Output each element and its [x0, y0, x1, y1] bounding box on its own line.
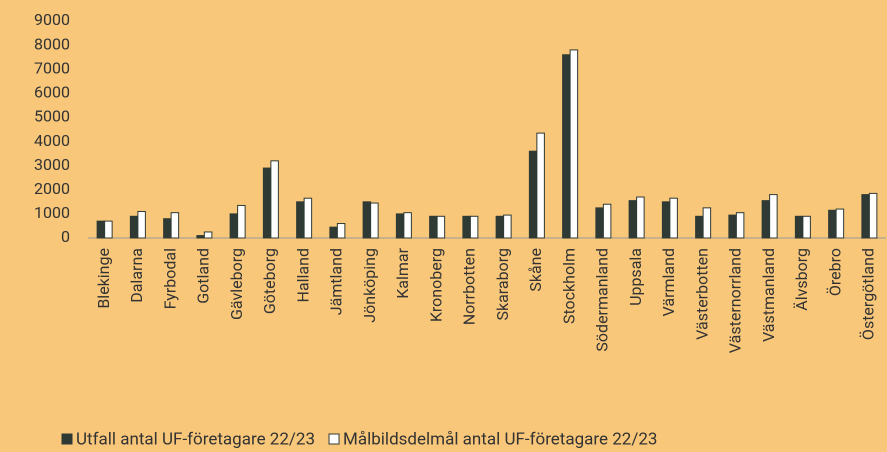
bar [403, 212, 412, 239]
x-tick-label: Halland [293, 248, 312, 302]
bar [761, 200, 771, 239]
x-tick-label: Örebro [825, 248, 844, 296]
bar [536, 132, 545, 239]
y-tick-label: 3000 [34, 155, 70, 174]
bar [137, 210, 146, 239]
legend-label: Målbildsdelmål antal UF-företagare 22/23 [343, 429, 657, 449]
x-tick-label: Östergötland [859, 248, 878, 340]
bar [336, 223, 346, 239]
legend-swatch [61, 433, 73, 445]
bar [562, 54, 571, 239]
bar [270, 160, 279, 239]
bar [528, 150, 538, 239]
bar [569, 49, 579, 239]
bar [262, 167, 272, 239]
y-tick-label: 4000 [34, 131, 70, 150]
x-tick-label: Göteborg [260, 248, 279, 314]
bar [728, 214, 737, 239]
legend-label: Utfall antal UF-företagare 22/23 [76, 429, 315, 449]
x-tick-label: Uppsala [626, 248, 645, 306]
x-tick-label: Kronoberg [426, 248, 445, 322]
bar [170, 212, 180, 239]
bar [695, 215, 704, 239]
y-tick-label: 5000 [34, 107, 70, 126]
bar [370, 202, 379, 239]
bar [104, 220, 113, 239]
bar [735, 212, 745, 239]
x-tick-label: Stockholm [559, 248, 578, 324]
bar [436, 215, 446, 239]
y-tick-label: 2000 [34, 179, 70, 198]
bar [229, 213, 239, 239]
bar [303, 197, 313, 239]
bar [661, 201, 671, 239]
bar [495, 215, 505, 239]
x-tick-label: Jämtland [327, 248, 346, 315]
x-tick-label: Skaraborg [493, 248, 512, 321]
x-tick-label: Kalmar [393, 247, 412, 298]
x-tick-label: Norrbotten [460, 248, 479, 325]
x-tick-label: Västernorrland [726, 248, 745, 353]
x-tick-label: Fyrbodal [160, 248, 179, 309]
y-tick-label: 9000 [34, 10, 70, 29]
x-tick-label: Västerbotten [692, 248, 711, 340]
bar [362, 201, 372, 239]
bar [669, 197, 678, 239]
bar [628, 200, 638, 239]
bar [129, 215, 139, 239]
x-tick-label: Skåne [526, 248, 545, 292]
bar [429, 215, 438, 239]
bar [636, 196, 645, 239]
y-tick-label: 1000 [34, 203, 70, 222]
bar [163, 218, 172, 239]
bar [794, 215, 804, 239]
y-tick-label: 6000 [34, 83, 70, 102]
bar [769, 194, 778, 239]
bar [196, 235, 205, 239]
bar [861, 194, 870, 239]
bar [395, 213, 405, 239]
bar [828, 209, 837, 239]
x-tick-label: Älvsborg [792, 248, 811, 311]
bar [237, 204, 246, 239]
bar [595, 207, 604, 239]
x-tick-label: Värmland [659, 248, 678, 316]
bar [203, 231, 213, 239]
bar [602, 203, 612, 239]
x-tick-label: Jönköping [360, 248, 379, 323]
bar [835, 208, 845, 239]
x-tick-label: Dalarna [127, 248, 146, 303]
x-tick-label: Gävleborg [227, 248, 246, 320]
bar [503, 214, 512, 239]
bar [469, 215, 479, 239]
bar [462, 215, 471, 239]
x-tick-label: Blekinge [94, 248, 113, 309]
x-tick-label: Västmanland [759, 248, 778, 342]
y-tick-label: 0 [61, 227, 70, 246]
x-tick-label: Gotland [194, 248, 213, 304]
x-tick-label: Södermanland [593, 248, 612, 352]
bar [868, 192, 878, 239]
bar [802, 215, 811, 239]
y-tick-label: 8000 [34, 34, 70, 53]
bar [296, 201, 305, 239]
bar [329, 226, 338, 239]
legend-swatch [328, 433, 340, 445]
bar [96, 220, 106, 239]
bar [702, 207, 712, 239]
y-tick-label: 7000 [34, 58, 70, 77]
